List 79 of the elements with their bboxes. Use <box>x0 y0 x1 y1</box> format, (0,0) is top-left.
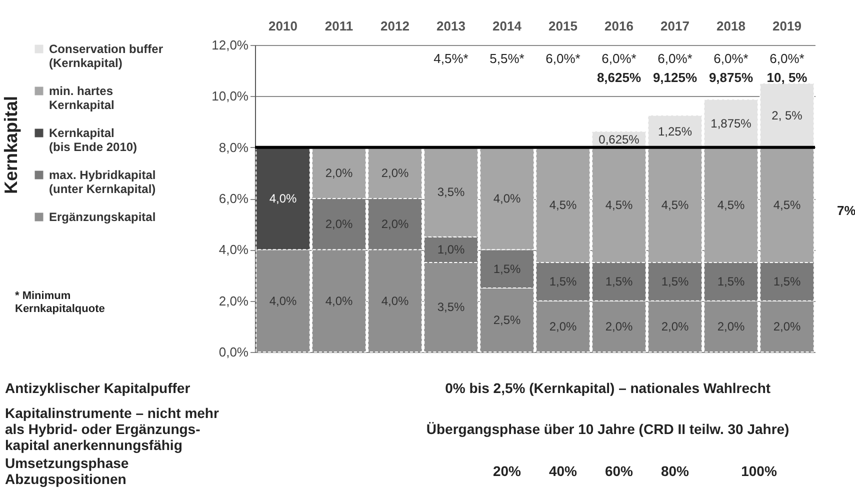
data-label: 4,0% <box>325 294 353 308</box>
data-label: 2,0% <box>717 319 745 334</box>
data-label: 2,0% <box>325 217 353 232</box>
data-label: 1,5% <box>549 274 577 289</box>
text: 100% <box>741 463 778 479</box>
y-tick-label: 10,0% <box>212 88 249 104</box>
y-tick-label: 0,0% <box>218 344 249 360</box>
text: Kapitalinstrumente – nicht mehr als Hybrid- oder Ergänzungs- kapital anerkennungsfähig <box>5 405 220 453</box>
text: 60% <box>604 463 634 479</box>
data-label: 4,0% <box>269 192 297 206</box>
legend-label: max. Hybridkapital (unter Kernkapital) <box>49 168 156 196</box>
data-label: 2,0% <box>549 319 577 334</box>
data-label: 2,0% <box>661 319 689 334</box>
x-tick-label: 2018 <box>716 18 746 34</box>
text: Umsetzungsphase Abzugspositionen <box>5 455 129 487</box>
data-label: 4,5% <box>717 198 745 212</box>
data-label: 4,5% <box>549 198 577 212</box>
annotation: 9,125% <box>652 70 698 85</box>
data-label: 4,0% <box>269 294 297 308</box>
text: 40% <box>548 463 578 479</box>
x-tick-label: 2017 <box>660 18 690 34</box>
data-label: 2,0% <box>381 217 409 232</box>
data-label: 2,0% <box>381 166 409 180</box>
text: Antizyklischer Kapitalpuffer <box>5 380 191 396</box>
y-tick-label: 4,0% <box>218 242 249 258</box>
data-label: 2,0% <box>325 166 353 180</box>
data-label: 1,25% <box>658 124 692 138</box>
y-tick-label: 2,0% <box>218 293 249 308</box>
legend-label: Kernkapital (bis Ende 2010) <box>49 126 138 154</box>
text: 7% <box>837 203 855 218</box>
annotation: 5,5%* <box>490 51 524 66</box>
data-label: 4,5% <box>605 198 633 212</box>
text: 20% <box>492 463 522 479</box>
annotation: 10, 5% <box>766 70 808 85</box>
legend-label: min. hartes Kernkapital <box>49 84 114 112</box>
data-label: 0,625% <box>598 132 640 146</box>
annotation: 6,0%* <box>770 51 804 66</box>
data-label: 3,5% <box>437 185 465 200</box>
data-label: 4,0% <box>381 294 409 308</box>
text: 80% <box>660 463 690 479</box>
annotation: 6,0%* <box>602 51 636 66</box>
data-label: 1,5% <box>605 274 633 289</box>
x-tick-label: 2014 <box>492 18 522 34</box>
legend-label: Conservation buffer (Kernkapital) <box>49 42 164 70</box>
data-label: 2, 5% <box>772 108 803 122</box>
text: Übergangsphase über 10 Jahre (CRD II teilw. 30 Jahre) <box>426 421 790 437</box>
text: * Minimum Kernkapitalquote <box>15 290 105 315</box>
data-label: 2,0% <box>605 319 633 334</box>
text: 0% bis 2,5% (Kernkapital) – nationales Wahlrecht <box>445 380 771 396</box>
data-label: 1,0% <box>437 242 465 257</box>
y-tick-label: 8,0% <box>218 140 249 155</box>
x-tick-label: 2016 <box>604 18 634 34</box>
x-tick-label: 2010 <box>268 18 298 34</box>
data-label: 4,5% <box>661 198 689 212</box>
data-label: 2,0% <box>773 319 801 334</box>
legend-label: Ergänzungskapital <box>49 210 156 224</box>
data-label: 2,5% <box>493 313 521 328</box>
annotation: 6,0%* <box>714 51 748 66</box>
annotation: 6,0%* <box>658 51 692 66</box>
data-label: 1,5% <box>773 274 801 289</box>
text: Kernkapital <box>1 96 21 194</box>
y-tick-label: 6,0% <box>218 191 249 206</box>
x-tick-label: 2013 <box>436 18 466 34</box>
x-tick-label: 2019 <box>772 18 802 34</box>
y-tick-label: 12,0% <box>212 38 249 52</box>
x-tick-label: 2015 <box>548 18 578 34</box>
data-label: 1,5% <box>661 274 689 289</box>
data-label: 1,5% <box>493 262 521 276</box>
x-tick-label: 2012 <box>380 18 410 34</box>
data-label: 3,5% <box>437 300 465 314</box>
data-label: 1,5% <box>717 274 745 289</box>
x-tick-label: 2011 <box>324 18 354 34</box>
annotation: 6,0%* <box>546 51 580 66</box>
data-label: 1,875% <box>710 116 752 130</box>
annotation: 9,875% <box>708 70 754 85</box>
data-label: 4,5% <box>773 198 801 212</box>
annotation: 8,625% <box>596 70 642 85</box>
data-label: 4,0% <box>493 192 521 206</box>
annotation: 4,5%* <box>434 51 468 66</box>
